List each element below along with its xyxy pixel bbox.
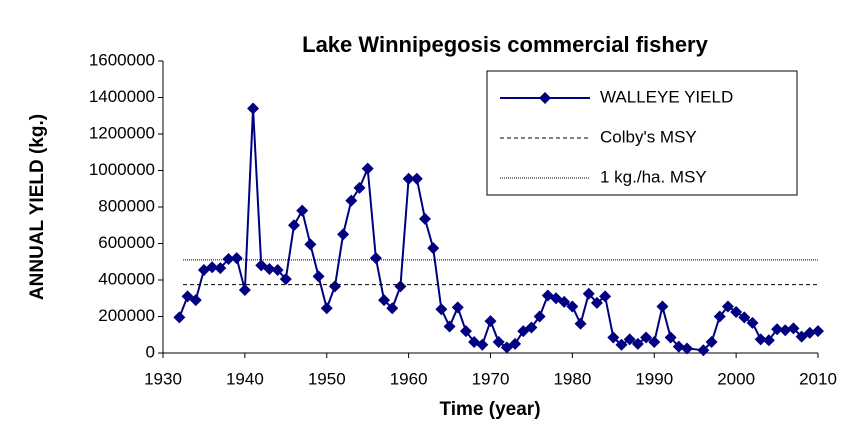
- data-point: [312, 270, 325, 283]
- y-axis-label: ANNUAL YIELD (kg.): [27, 114, 48, 300]
- data-point: [271, 263, 284, 276]
- data-point: [443, 320, 456, 333]
- data-point: [247, 102, 260, 115]
- legend-label: WALLEYE YIELD: [600, 87, 733, 106]
- y-tick-label: 1200000: [89, 123, 155, 142]
- data-point: [738, 311, 751, 324]
- data-point: [590, 296, 603, 309]
- data-point: [419, 212, 431, 225]
- data-point: [369, 252, 382, 265]
- data-point: [173, 311, 186, 324]
- data-point: [803, 326, 816, 339]
- y-tick-label: 600000: [98, 233, 155, 252]
- data-point: [754, 333, 767, 346]
- data-point: [361, 162, 374, 175]
- data-point: [459, 325, 472, 338]
- data-point: [304, 238, 317, 251]
- legend-box: [486, 70, 798, 196]
- data-point: [525, 321, 538, 334]
- data-point: [484, 315, 497, 328]
- data-point: [492, 336, 505, 349]
- data-point: [746, 316, 759, 329]
- data-point: [582, 287, 595, 300]
- legend-label: Colby's MSY: [600, 127, 697, 146]
- data-point: [476, 338, 489, 351]
- data-point: [337, 228, 350, 241]
- data-point: [705, 336, 718, 349]
- data-point: [238, 284, 251, 297]
- data-point: [615, 338, 628, 351]
- data-point: [378, 294, 391, 307]
- data-point: [533, 310, 546, 323]
- data-point: [762, 334, 775, 347]
- y-tick-label: 0: [146, 342, 155, 361]
- data-point: [648, 336, 661, 349]
- legend-marker: [539, 92, 551, 104]
- data-point: [599, 290, 612, 303]
- y-tick-label: 1000000: [89, 160, 155, 179]
- x-axis-label: Time (year): [439, 399, 540, 420]
- data-point: [230, 252, 243, 265]
- data-point: [427, 242, 440, 255]
- x-tick-label: 1940: [226, 369, 264, 388]
- data-point: [697, 344, 710, 357]
- data-point: [394, 280, 407, 293]
- data-point: [656, 300, 669, 313]
- data-point: [296, 204, 309, 217]
- y-tick-label: 1600000: [89, 50, 155, 69]
- data-point: [631, 337, 644, 350]
- data-point: [771, 323, 784, 336]
- data-point: [664, 331, 677, 344]
- x-tick-label: 2000: [717, 369, 755, 388]
- data-point: [681, 342, 693, 355]
- x-tick-label: 1930: [144, 369, 182, 388]
- data-point: [509, 337, 522, 350]
- x-tick-label: 1950: [308, 369, 346, 388]
- x-tick-label: 2010: [799, 369, 837, 388]
- data-point: [558, 295, 571, 308]
- y-tick-label: 800000: [98, 196, 155, 215]
- data-point: [721, 300, 734, 313]
- data-point: [279, 273, 292, 286]
- x-tick-label: 1960: [390, 369, 428, 388]
- data-point: [574, 317, 587, 330]
- data-point: [672, 340, 685, 353]
- data-point: [730, 305, 743, 318]
- chart-title: Lake Winnipegosis commercial fishery: [302, 32, 708, 57]
- data-point: [640, 331, 653, 344]
- data-point: [288, 219, 300, 232]
- data-point: [713, 310, 726, 323]
- data-point: [320, 302, 333, 315]
- data-point: [812, 325, 824, 338]
- x-tick-label: 1990: [635, 369, 673, 388]
- data-point: [263, 263, 276, 276]
- data-point: [189, 294, 202, 307]
- x-tick-label: 1980: [553, 369, 591, 388]
- data-point: [435, 303, 448, 316]
- data-point: [607, 331, 620, 344]
- legend-label: 1 kg./ha. MSY: [600, 167, 707, 186]
- data-point: [410, 172, 423, 185]
- data-point: [353, 181, 366, 194]
- y-tick-label: 1400000: [89, 87, 155, 106]
- data-point: [386, 302, 399, 315]
- data-point: [623, 333, 636, 346]
- data-point: [345, 194, 358, 207]
- data-point: [222, 253, 235, 266]
- data-point: [451, 301, 464, 314]
- y-tick-label: 200000: [98, 306, 155, 325]
- data-point: [214, 262, 227, 275]
- data-point: [206, 261, 219, 274]
- data-point: [566, 300, 579, 313]
- data-point: [328, 280, 341, 293]
- x-tick-label: 1970: [472, 369, 510, 388]
- data-point: [402, 172, 415, 185]
- data-point: [779, 324, 792, 337]
- data-point: [787, 322, 800, 335]
- y-tick-label: 400000: [98, 269, 155, 288]
